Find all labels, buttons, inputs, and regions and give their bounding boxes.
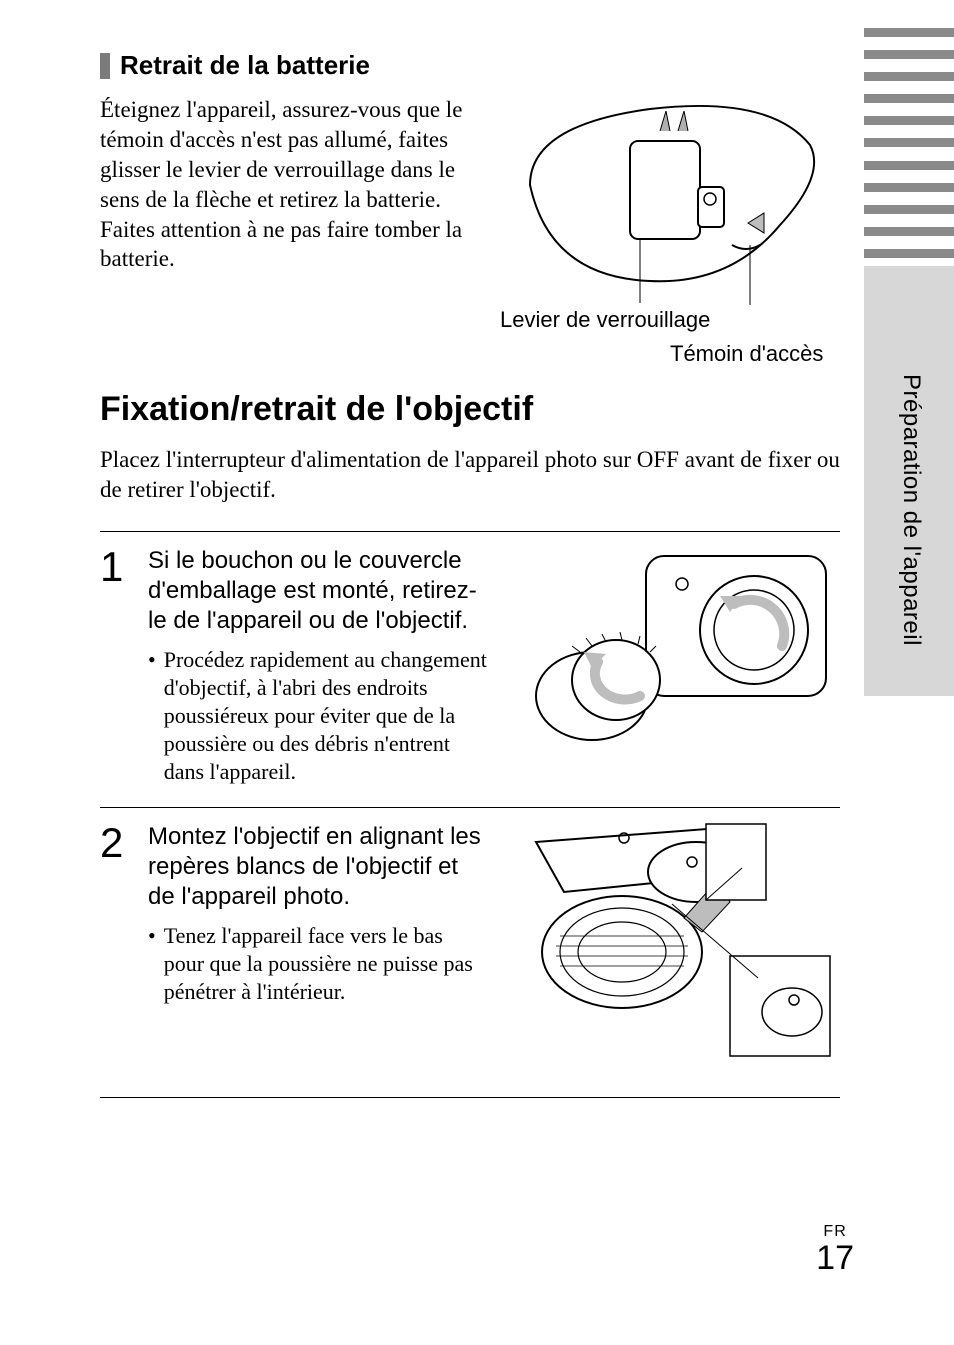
edge-stripes (864, 28, 954, 258)
battery-heading: Retrait de la batterie (100, 50, 840, 81)
step-1-bullet-text: Procédez rapidement au changement d'obje… (164, 646, 488, 787)
step-2-title: Montez l'objectif en alignant les repère… (148, 822, 488, 912)
heading-bar-icon (100, 53, 110, 79)
battery-callout-led: Témoin d'accès (670, 341, 823, 367)
edge-index-tab: Préparation de l'appareil (864, 0, 954, 1345)
battery-heading-text: Retrait de la batterie (120, 50, 370, 81)
lens-removal-illustration-icon (506, 546, 836, 766)
step-2-figure (506, 822, 840, 1077)
page-footer: FR 17 (816, 1223, 854, 1275)
step-1-title: Si le bouchon ou le couvercle d'emballag… (148, 546, 488, 636)
step-2: 2 Montez l'objectif en alignant les repè… (100, 807, 840, 1098)
battery-body-text: Éteignez l'appareil, assurez-vous que le… (100, 95, 490, 274)
content-area: Retrait de la batterie Éteignez l'appare… (100, 50, 840, 1098)
lens-intro: Placez l'interrupteur d'alimentation de … (100, 445, 840, 505)
battery-illustration-icon (510, 95, 830, 305)
step-1-figure (506, 546, 840, 771)
step-1-bullet: • Procédez rapidement au changement d'ob… (148, 646, 488, 787)
step-1: 1 Si le bouchon ou le couvercle d'emball… (100, 531, 840, 807)
battery-row: Éteignez l'appareil, assurez-vous que le… (100, 95, 840, 310)
edge-tab-label: Préparation de l'appareil (896, 330, 926, 690)
footer-page-number: 17 (816, 1241, 854, 1275)
bullet-icon: • (148, 922, 156, 1006)
step-2-bullet: • Tenez l'appareil face vers le bas pour… (148, 922, 488, 1006)
battery-callout-lever: Levier de verrouillage (500, 307, 710, 333)
lens-heading: Fixation/retrait de l'objectif (100, 390, 840, 429)
battery-figure: Levier de verrouillage Témoin d'accès (510, 95, 830, 310)
step-number: 1 (100, 546, 130, 588)
bullet-icon: • (148, 646, 156, 787)
page: Préparation de l'appareil Retrait de la … (0, 0, 954, 1345)
step-number: 2 (100, 822, 130, 864)
lens-mount-illustration-icon (506, 822, 836, 1072)
step-2-bullet-text: Tenez l'appareil face vers le bas pour q… (164, 922, 488, 1006)
